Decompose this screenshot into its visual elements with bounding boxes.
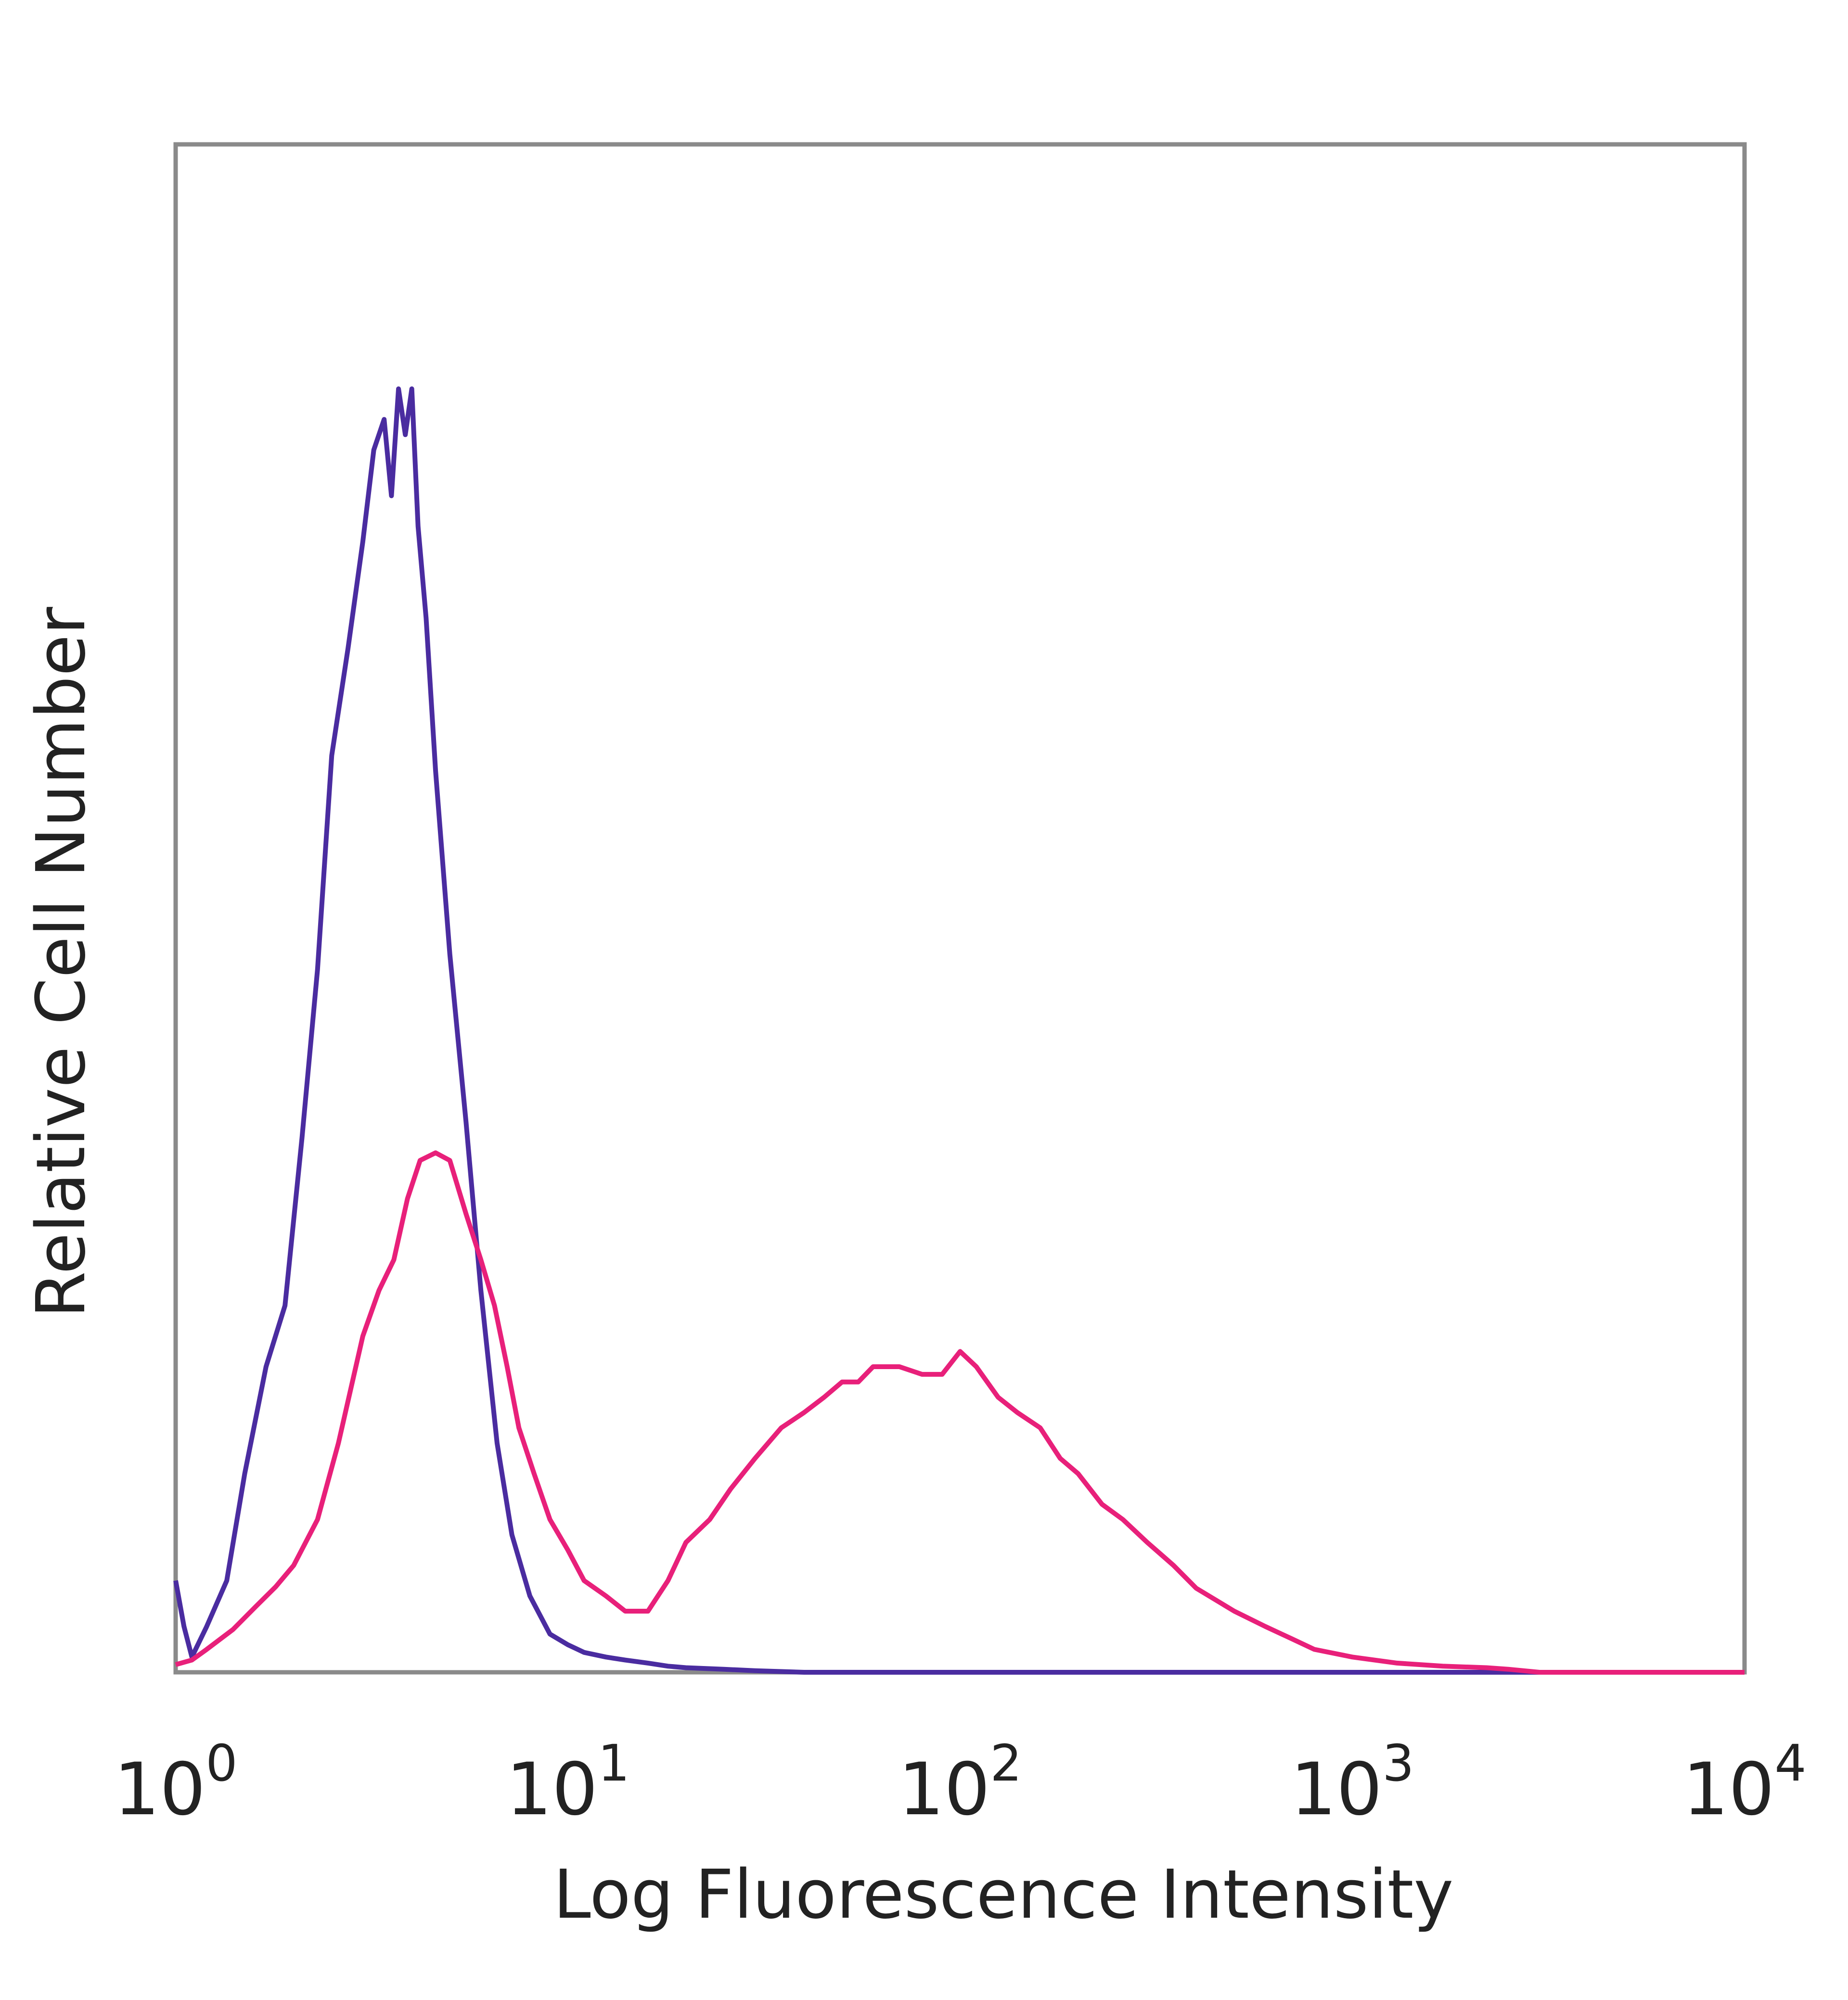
x-axis-title: Log Fluorescence Intensity [553, 1856, 1454, 1934]
x-tick-labels: 100 101 102 103 104 [114, 1734, 1806, 1832]
x-tick-exponent: 2 [990, 1734, 1022, 1793]
x-tick-exponent: 1 [598, 1734, 629, 1793]
x-tick-base: 10 [1682, 1748, 1774, 1832]
series-line-1 [173, 386, 1745, 1675]
x-tick-exponent: 4 [1774, 1734, 1806, 1793]
x-tick-label: 103 [1290, 1734, 1414, 1832]
x-tick-base: 10 [114, 1748, 205, 1832]
x-tick-label: 100 [114, 1734, 237, 1832]
x-tick-base: 10 [506, 1748, 598, 1832]
x-tick-label: 101 [506, 1734, 629, 1832]
series-layer [173, 386, 1745, 1675]
x-tick-base: 10 [898, 1748, 990, 1832]
series-line-2 [175, 1150, 1745, 1675]
x-tick-exponent: 0 [205, 1734, 237, 1793]
y-axis-title: Relative Cell Number [22, 607, 101, 1318]
x-tick-exponent: 3 [1382, 1734, 1414, 1793]
x-tick-base: 10 [1290, 1748, 1382, 1832]
x-tick-label: 102 [898, 1734, 1022, 1832]
x-tick-label: 104 [1682, 1734, 1806, 1832]
